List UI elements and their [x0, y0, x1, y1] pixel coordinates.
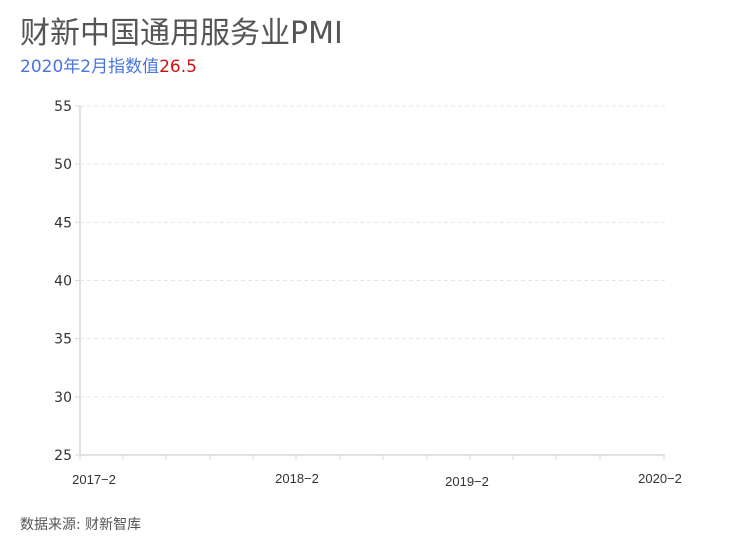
x-ticks: [79, 455, 665, 460]
y-tick-label: 35: [54, 332, 72, 348]
chart-title: 财新中国通用服务业PMI: [20, 16, 343, 51]
chart-subtitle: 2020年2月指数值26.5: [20, 56, 197, 78]
y-tick-label: 55: [54, 99, 72, 115]
y-tick-label: 50: [54, 157, 72, 173]
y-tick-labels: 25 30 35 40 45 50 55: [54, 99, 72, 464]
subtitle-value: 26.5: [159, 57, 197, 77]
y-tick-label: 40: [54, 274, 72, 290]
y-tick-label: 45: [54, 215, 72, 231]
y-tick-label: 30: [54, 390, 72, 406]
y-tick-label: 25: [54, 448, 72, 464]
subtitle-label: 2020年2月指数值: [20, 57, 160, 77]
x-tick-label: 2018−2: [275, 471, 319, 486]
gridlines: [75, 105, 665, 456]
x-tick-labels: 2017−2 2018−2 2019−2 2020−2: [72, 471, 682, 489]
data-source: 数据来源: 财新智库: [20, 517, 142, 533]
x-tick-label: 2020−2: [638, 471, 682, 486]
x-tick-label: 2019−2: [445, 474, 489, 489]
x-tick-label: 2017−2: [72, 472, 116, 487]
